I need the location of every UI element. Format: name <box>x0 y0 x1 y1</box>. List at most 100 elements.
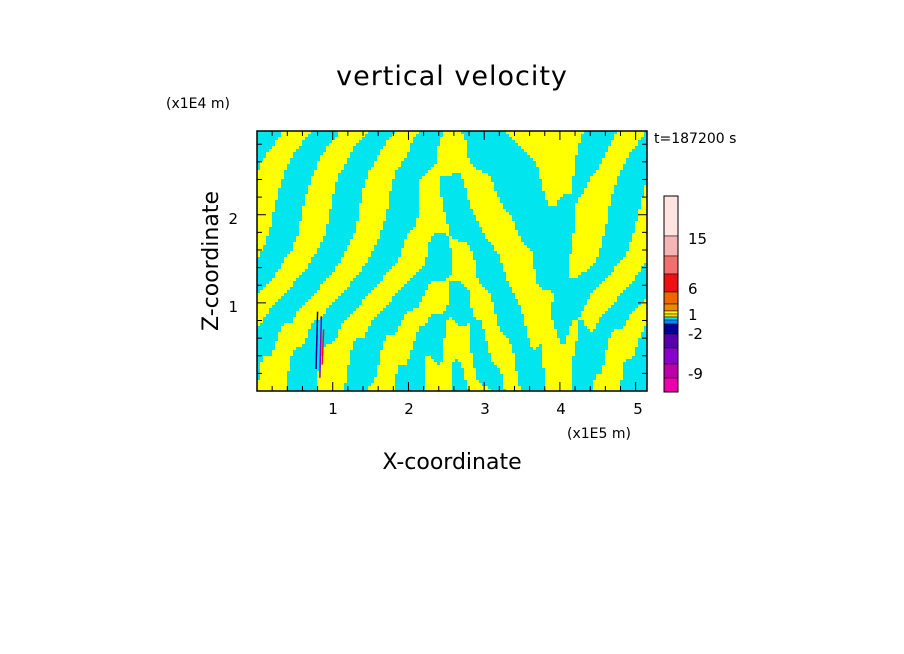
positive-velocity-cell <box>461 281 479 284</box>
positive-velocity-cell <box>311 182 335 185</box>
positive-velocity-cell <box>524 149 578 152</box>
positive-velocity-cell <box>326 146 353 149</box>
positive-velocity-cell <box>542 185 572 188</box>
positive-velocity-cell <box>575 221 608 224</box>
positive-velocity-cell <box>578 317 599 320</box>
colorbar: 15 6 1 -2 -9 <box>663 195 707 393</box>
positive-velocity-cell <box>485 329 500 332</box>
positive-velocity-cell <box>575 224 605 227</box>
positive-velocity-cell <box>407 311 443 314</box>
colorbar-swatches <box>663 195 679 393</box>
positive-velocity-cell <box>539 176 572 179</box>
positive-velocity-cell <box>281 329 308 332</box>
positive-velocity-cell <box>449 275 476 278</box>
positive-velocity-cell <box>584 323 596 326</box>
positive-velocity-cell <box>608 149 632 152</box>
positive-velocity-cell <box>374 377 395 380</box>
positive-velocity-cell <box>425 368 452 371</box>
positive-velocity-cell <box>257 233 269 236</box>
positive-velocity-cell <box>626 320 647 323</box>
positive-velocity-cell <box>299 308 326 311</box>
positive-velocity-cell <box>404 239 431 242</box>
positive-velocity-cell <box>452 257 473 260</box>
colorbar-swatch <box>663 323 679 335</box>
positive-velocity-cell <box>425 374 452 377</box>
positive-velocity-cell <box>257 299 278 302</box>
positive-velocity-cell <box>257 215 272 218</box>
positive-velocity-cell <box>524 323 554 326</box>
positive-velocity-cell <box>488 350 512 353</box>
positive-velocity-cell <box>266 152 293 155</box>
positive-velocity-cell <box>476 317 497 320</box>
positive-velocity-cell <box>593 389 620 391</box>
positive-velocity-cell <box>590 179 617 182</box>
positive-velocity-cell <box>257 224 272 227</box>
positive-velocity-cell <box>422 299 449 302</box>
positive-velocity-cell <box>629 317 647 320</box>
positive-velocity-cell <box>515 293 554 296</box>
positive-velocity-cell <box>449 242 467 245</box>
positive-velocity-cell <box>629 242 647 245</box>
positive-velocity-cell <box>626 251 647 254</box>
positive-velocity-cell <box>488 341 509 344</box>
positive-velocity-cell <box>605 152 629 155</box>
positive-velocity-cell <box>395 332 416 335</box>
positive-velocity-cell <box>257 254 260 257</box>
positive-velocity-cell <box>326 278 353 281</box>
positive-velocity-cell <box>311 296 338 299</box>
positive-velocity-cell <box>572 233 605 236</box>
positive-velocity-cell <box>299 230 326 233</box>
positive-velocity-cell <box>476 218 512 221</box>
positive-velocity-cell <box>386 143 410 146</box>
positive-velocity-cell <box>257 179 281 182</box>
positive-velocity-cell <box>452 263 476 266</box>
positive-velocity-cell <box>257 320 263 323</box>
positive-velocity-cell <box>542 179 572 182</box>
positive-velocity-cell <box>542 359 572 362</box>
positive-velocity-cell <box>257 212 272 215</box>
positive-velocity-cell <box>422 296 449 299</box>
positive-velocity-cell <box>503 266 533 269</box>
positive-velocity-cell <box>503 374 518 377</box>
positive-velocity-cell <box>596 170 620 173</box>
positive-velocity-cell <box>323 281 350 284</box>
positive-velocity-cell <box>260 167 287 170</box>
positive-velocity-cell <box>614 134 644 137</box>
positive-velocity-cell <box>584 305 611 308</box>
positive-velocity-cell <box>317 167 344 170</box>
positive-velocity-cell <box>572 248 599 251</box>
positive-velocity-cell <box>467 197 500 200</box>
positive-velocity-cell <box>458 359 473 362</box>
positive-velocity-cell <box>353 236 380 239</box>
positive-velocity-cell <box>287 254 314 257</box>
positive-velocity-cell <box>590 293 620 296</box>
positive-velocity-cell <box>320 368 347 371</box>
positive-velocity-cell <box>398 257 425 260</box>
x-axis-ticks <box>271 131 637 391</box>
positive-velocity-cell <box>608 341 638 344</box>
positive-velocity-cell <box>641 206 647 209</box>
positive-velocity-cell <box>527 335 557 338</box>
positive-velocity-cell <box>467 194 497 197</box>
positive-velocity-cell <box>503 380 518 383</box>
positive-velocity-cell <box>314 170 341 173</box>
positive-velocity-cell <box>437 155 467 158</box>
positive-velocity-cell <box>464 284 482 287</box>
positive-velocity-cell <box>257 323 260 326</box>
positive-velocity-cell <box>380 362 407 365</box>
positive-velocity-cell <box>629 248 647 251</box>
positive-velocity-cell <box>365 296 392 299</box>
positive-velocity-cell <box>545 191 572 194</box>
positive-velocity-cell <box>356 221 383 224</box>
positive-velocity-cell <box>569 266 590 269</box>
positive-velocity-cell <box>302 215 329 218</box>
positive-velocity-cell <box>419 215 446 218</box>
positive-velocity-cell <box>527 329 557 332</box>
positive-velocity-cell <box>338 263 365 266</box>
positive-velocity-cell <box>485 332 503 335</box>
positive-velocity-cell <box>413 308 446 311</box>
positive-velocity-cell <box>305 194 332 197</box>
positive-velocity-cell <box>542 356 572 359</box>
positive-velocity-cell <box>461 365 473 368</box>
positive-velocity-cell <box>329 275 356 278</box>
